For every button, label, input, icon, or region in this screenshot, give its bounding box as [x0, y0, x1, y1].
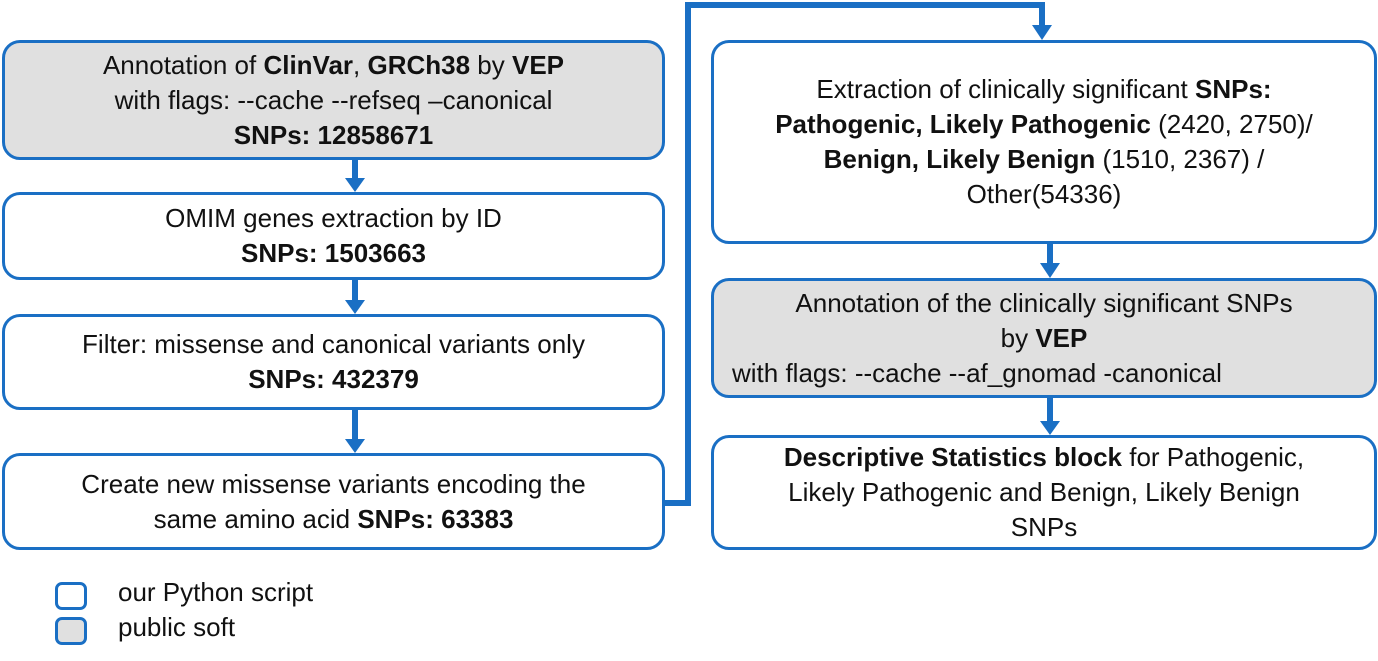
step-box-clinical-annotation: Annotation of the clinically significant… [711, 278, 1377, 398]
snp-count: SNPs: 12858671 [233, 119, 434, 150]
arrow-2-3-head [345, 300, 365, 314]
text: Extraction of clinically significant [816, 74, 1196, 104]
step-5-line-2: Pathogenic, Likely Pathogenic (2420, 275… [775, 107, 1313, 142]
arrow-6-7-head [1040, 421, 1060, 435]
arrow-3-4-head [345, 439, 365, 453]
step-box-missense-filter: Filter: missense and canonical variants … [2, 314, 665, 410]
snp-count: SNPs: 63383 [357, 503, 514, 534]
step-1-line-2: with flags: --cache --refseq –canonical [114, 84, 553, 115]
text: , [353, 49, 368, 80]
step-6-line-1: Annotation of the clinically significant… [795, 287, 1293, 318]
grch38-label: GRCh38 [367, 49, 471, 80]
step-6-line-2: by VEP [714, 321, 1374, 356]
text: by [1000, 322, 1036, 353]
arrow-1-2-head [345, 178, 365, 192]
step-box-create-variants: Create new missense variants encoding th… [2, 453, 665, 550]
step-5-line-1: Extraction of clinically significant SNP… [816, 72, 1271, 107]
step-1-snp-count: SNPs: 12858671 [234, 118, 433, 153]
stats-block-label: Descriptive Statistics block [783, 442, 1122, 472]
step-7-line-3: SNPs [1010, 512, 1078, 542]
arrow-4-5-connector [665, 2, 1045, 506]
step-box-descriptive-statistics: Descriptive Statistics block for Pathoge… [711, 435, 1377, 550]
step-7-line-2: Likely Pathogenic and Benign, Likely Ben… [788, 477, 1300, 507]
text: by [470, 49, 512, 80]
legend-swatch-python [55, 582, 87, 610]
step-5-line-3: Benign, Likely Benign (1510, 2367) / [824, 142, 1265, 177]
step-box-clinvar-annotation: Annotation of ClinVar, GRCh38 by VEP wit… [2, 40, 665, 160]
step-2-line-1: OMIM genes extraction by ID [165, 203, 502, 233]
step-box-omim-extraction: OMIM genes extraction by ID SNPs: 150366… [2, 192, 665, 280]
snp-count: SNPs: 1503663 [240, 238, 427, 268]
clinvar-label: ClinVar [263, 49, 354, 80]
step-6-line-3: with flags: --cache --af_gnomad -canonic… [732, 357, 1222, 388]
step-4-line-2: same amino acid SNPs: 63383 [154, 502, 514, 537]
step-3-line-1: Filter: missense and canonical variants … [82, 329, 585, 359]
legend-swatch-public [55, 617, 87, 645]
text: Annotation of [102, 49, 264, 80]
snp-count: SNPs: 432379 [248, 364, 419, 394]
vep-label: VEP [511, 49, 565, 80]
vep-label: VEP [1035, 322, 1088, 353]
step-5-line-4: Other(54336) [966, 179, 1122, 209]
pathogenic-counts: (2420, 2750)/ [1150, 109, 1313, 139]
step-7-line-1: Descriptive Statistics block for Pathoge… [784, 440, 1304, 475]
step-box-clinical-extraction: Extraction of clinically significant SNP… [711, 40, 1377, 244]
benign-counts: (1510, 2367) / [1095, 144, 1265, 174]
text: same amino acid [153, 503, 358, 534]
arrow-4-5-head [1032, 25, 1052, 40]
step-4-line-1: Create new missense variants encoding th… [81, 468, 586, 499]
snps-label: SNPs: [1195, 74, 1272, 104]
legend-label-python: our Python script [118, 577, 314, 607]
step-1-line-1: Annotation of ClinVar, GRCh38 by VEP [103, 48, 564, 83]
step-3-snp-count: SNPs: 432379 [248, 362, 419, 397]
text: for Pathogenic, [1122, 442, 1305, 472]
benign-label: Benign, Likely Benign [823, 144, 1096, 174]
arrow-5-6-head [1040, 263, 1060, 278]
legend-label-public: public soft [118, 612, 236, 642]
pathogenic-label: Pathogenic, Likely Pathogenic [775, 109, 1151, 139]
step-2-snp-count: SNPs: 1503663 [241, 236, 426, 271]
